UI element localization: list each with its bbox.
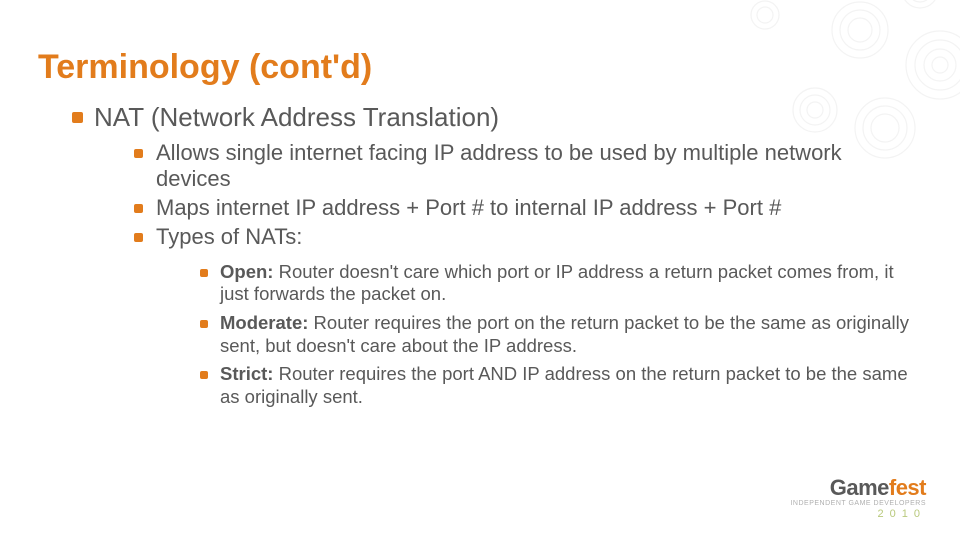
term-label: Open: [220,261,273,282]
list-item: Open: Router doesn't care which port or … [200,261,922,306]
term-text: Router doesn't care which port or IP add… [220,261,894,305]
list-item: NAT (Network Address Translation) Allows… [72,101,922,408]
logo-year: 2010 [790,509,926,520]
list-item: Strict: Router requires the port AND IP … [200,363,922,408]
bullet-list-level2: Allows single internet facing IP address… [134,140,922,409]
term-label: Moderate: [220,312,308,333]
list-item-text: NAT (Network Address Translation) [94,102,499,132]
logo-subtitle: INDEPENDENT GAME DEVELOPERS [790,500,926,507]
logo-part2: fest [889,475,926,500]
logo-main: Gamefest [790,477,926,499]
list-item-text: Allows single internet facing IP address… [156,140,842,192]
list-item: Moderate: Router requires the port on th… [200,312,922,357]
bullet-list-level1: NAT (Network Address Translation) Allows… [72,101,922,408]
term-text: Router requires the port on the return p… [220,312,909,356]
term-label: Strict: [220,363,273,384]
gamefest-logo: Gamefest INDEPENDENT GAME DEVELOPERS 201… [790,477,926,520]
list-item: Allows single internet facing IP address… [134,140,922,194]
slide-container: Terminology (cont'd) NAT (Network Addres… [0,0,960,540]
list-item: Types of NATs: Open: Router doesn't care… [134,224,922,408]
slide-title: Terminology (cont'd) [38,48,922,87]
logo-part1: Game [830,475,889,500]
bullet-list-level3: Open: Router doesn't care which port or … [200,261,922,408]
list-item-text: Types of NATs: [156,224,302,249]
term-text: Router requires the port AND IP address … [220,363,908,407]
list-item: Maps internet IP address + Port # to int… [134,195,922,222]
list-item-text: Maps internet IP address + Port # to int… [156,195,781,220]
